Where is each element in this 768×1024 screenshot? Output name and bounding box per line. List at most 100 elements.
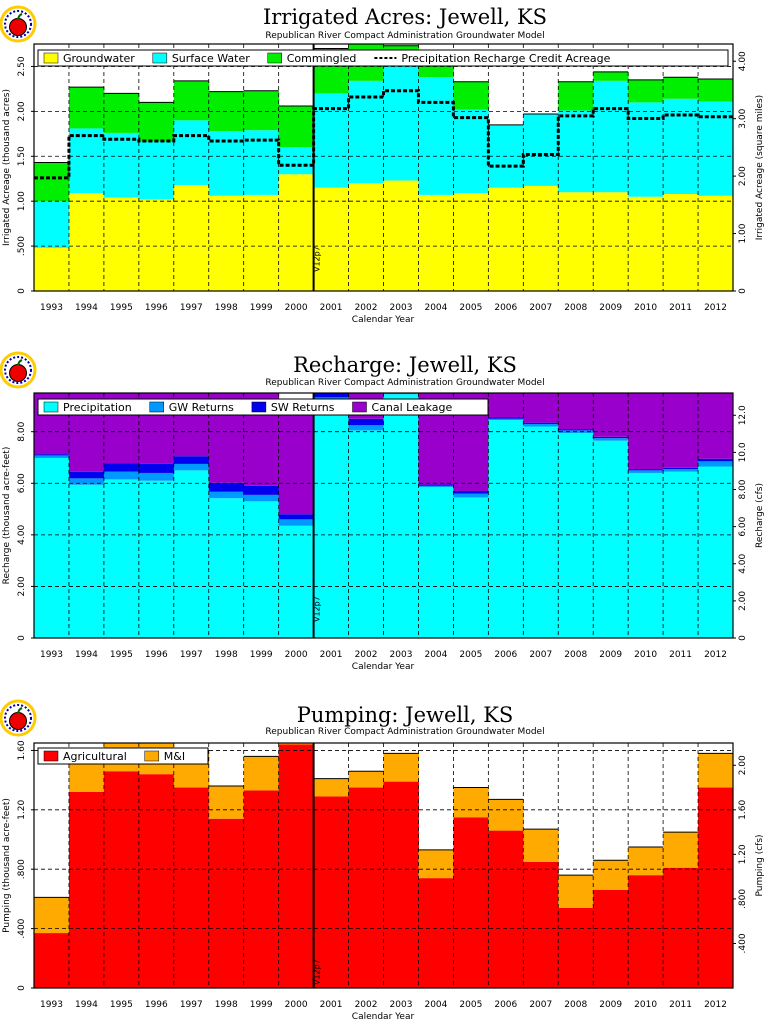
- bar-segment-gw-returns: [383, 393, 419, 395]
- x-tick-label: 1997: [180, 1000, 203, 1010]
- legend-swatch: [43, 52, 59, 64]
- x-tick-label: 2005: [459, 1000, 482, 1010]
- x-axis-label: Calendar Year: [352, 1012, 415, 1022]
- bar-segment-precipitation: [348, 430, 384, 638]
- y-tick-label: 2.50: [17, 56, 27, 76]
- x-tick-label: 1996: [145, 1000, 168, 1010]
- legend: Agricultural M&I: [37, 747, 209, 765]
- bar-segment-m-i: [453, 787, 489, 818]
- y2-axis-label: Recharge (cfs): [755, 483, 765, 548]
- x-tick-label: 2001: [320, 650, 343, 660]
- x-tick-label: 2002: [355, 650, 378, 660]
- x-tick-label: 2001: [320, 1000, 343, 1010]
- x-tick-label: 2005: [459, 303, 482, 313]
- y-axis-label: Recharge (thousand acre-feet): [2, 447, 12, 585]
- y-tick-label: 2.00: [17, 576, 27, 596]
- bar-segment-m-i: [383, 753, 419, 782]
- y2-axis-label: Pumping (cfs): [755, 834, 765, 896]
- bar-segment-groundwater: [453, 193, 489, 291]
- legend-swatch: [251, 401, 267, 413]
- x-tick-label: 1993: [40, 303, 63, 313]
- x-tick-label: 2005: [459, 650, 482, 660]
- y2-tick-label: 0: [738, 288, 748, 294]
- legend-label: Commingled: [287, 52, 357, 65]
- precip-credit-line: [34, 89, 733, 180]
- bar-segment-sw-returns: [663, 467, 699, 470]
- bar-segment-precipitation: [558, 432, 594, 638]
- bar-segment-gw-returns: [523, 423, 559, 427]
- bar-segment-gw-returns: [208, 491, 245, 499]
- x-tick-label: 2007: [529, 303, 552, 313]
- bar-segment-commingled: [628, 79, 664, 103]
- legend-label: GW Returns: [169, 401, 234, 414]
- bar-segment-precipitation: [453, 497, 489, 638]
- x-tick-label: 2009: [599, 303, 622, 313]
- bar-segment-precipitation: [138, 480, 175, 638]
- legend-box: [37, 747, 209, 765]
- y2-tick-label: 6.00: [738, 516, 748, 536]
- x-tick-label: 1994: [75, 650, 98, 660]
- logo-apple: [9, 712, 27, 730]
- bar-segment-precipitation: [593, 440, 629, 638]
- legend-swatch: [267, 52, 282, 64]
- apple-logo-icon: [0, 5, 37, 43]
- y-axis-label: Irrigated Acreage (thousand acres): [2, 89, 12, 246]
- logo-leaf: [17, 359, 23, 366]
- grid: [34, 393, 733, 638]
- version-marker-label: V12p7: [313, 596, 322, 622]
- bar-segment-surface-water: [558, 110, 594, 193]
- bar-segment-sw-returns: [34, 454, 70, 456]
- x-tick-label: 2006: [494, 650, 517, 660]
- bar-segment-commingled: [243, 90, 280, 131]
- bar-segment-precipitation: [208, 498, 245, 638]
- x-tick-label: 2008: [564, 650, 587, 660]
- bar-segment-groundwater: [173, 185, 210, 291]
- x-tick-label: 1995: [110, 1000, 133, 1010]
- x-tick-label: 2004: [424, 650, 447, 660]
- bar-segment-sw-returns: [103, 463, 140, 472]
- logo-leaf: [17, 13, 23, 20]
- y-tick-label: 1.00: [17, 191, 27, 211]
- bar-segment-precipitation: [383, 394, 419, 638]
- bar-segment-m-i: [348, 771, 384, 788]
- bar-segment-groundwater: [558, 192, 594, 291]
- bar-segment-groundwater: [523, 185, 559, 291]
- legend-label: SW Returns: [271, 401, 335, 414]
- plot-frame: [33, 43, 734, 292]
- bar-segment-agricultural: [348, 787, 384, 988]
- legend-label: M&I: [164, 750, 185, 763]
- bar-segment-commingled: [278, 105, 315, 148]
- bar-segment-groundwater: [278, 174, 315, 291]
- bar-segment-surface-water: [628, 102, 664, 197]
- bar-segment-commingled: [34, 162, 70, 202]
- x-tick-label: 1999: [250, 1000, 273, 1010]
- bar-segment-groundwater: [243, 194, 280, 291]
- chart-subtitle: Republican River Compact Administration …: [265, 31, 544, 41]
- bar-segment-canal-leakage: [698, 393, 734, 459]
- bar-segment-gw-returns: [418, 485, 454, 488]
- bar-segment-surface-water: [34, 201, 70, 248]
- bar-segment-commingled: [593, 71, 629, 81]
- logo-apple: [9, 364, 27, 382]
- bar-segment-m-i: [523, 829, 559, 862]
- x-tick-label: 1996: [145, 650, 168, 660]
- x-tick-label: 2007: [529, 1000, 552, 1010]
- bar-segment-commingled: [103, 93, 140, 133]
- chart-title: Pumping: Jewell, KS: [297, 703, 514, 727]
- bar-segment-sw-returns: [488, 417, 524, 419]
- y2-tick-label: 10.0: [738, 442, 748, 462]
- x-tick-label: 1993: [40, 1000, 63, 1010]
- bar-segment-surface-water: [663, 98, 699, 194]
- bar-segment-surface-water: [138, 141, 175, 200]
- bar-segment-groundwater: [663, 193, 699, 291]
- bar-segment-precipitation: [628, 472, 664, 638]
- bar-segment-m-i: [278, 743, 315, 745]
- bar-segment-agricultural: [453, 817, 489, 988]
- legend-label: Precipitation: [63, 401, 132, 414]
- bar-segment-groundwater: [103, 197, 140, 291]
- x-tick-label: 2011: [669, 1000, 692, 1010]
- x-tick-label: 2012: [704, 1000, 727, 1010]
- legend-swatch: [43, 750, 59, 762]
- bar-segment-canal-leakage: [663, 393, 699, 468]
- x-tick-label: 2009: [599, 650, 622, 660]
